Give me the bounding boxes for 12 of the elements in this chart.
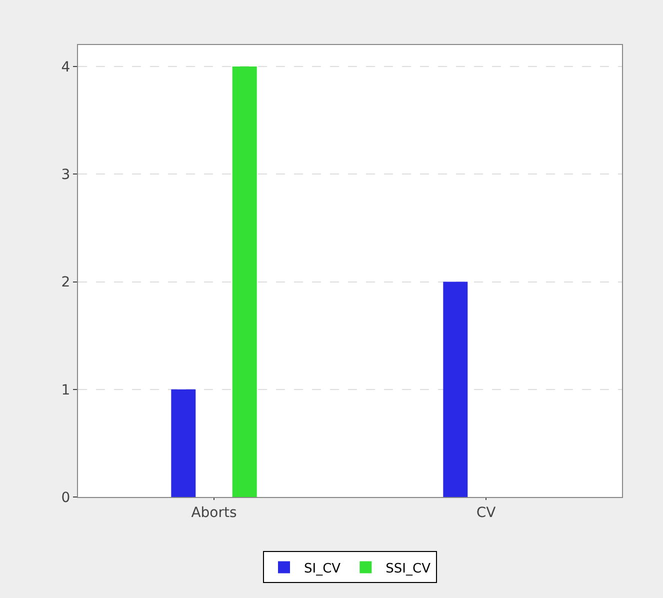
bar (171, 389, 196, 497)
bar (443, 282, 468, 497)
x-tick-label: CV (476, 504, 496, 521)
y-tick-label: 0 (61, 490, 70, 506)
y-tick-label: 3 (61, 167, 70, 184)
bar (232, 66, 257, 497)
y-tick-label: 1 (61, 382, 70, 398)
x-tick-label: Aborts (191, 504, 237, 521)
y-tick-label: 2 (61, 274, 70, 291)
y-tick-label: 4 (61, 59, 70, 76)
legend-label: SI_CV (304, 561, 341, 576)
legend-label: SSI_CV (386, 561, 431, 576)
